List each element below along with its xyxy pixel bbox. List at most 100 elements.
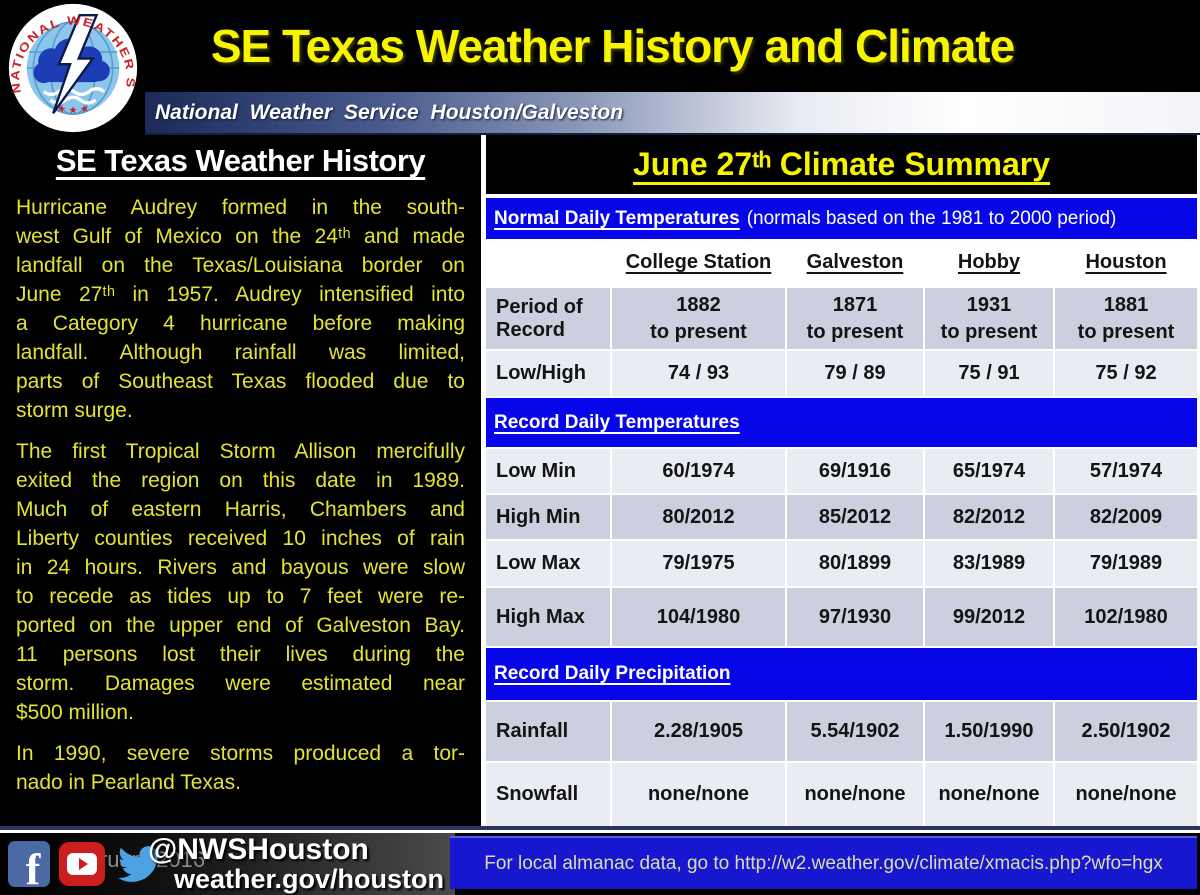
row-label-snowfall: Snowfall xyxy=(486,763,610,826)
text-line: a Category 4 hurricane before making xyxy=(16,312,465,335)
low-max-college-station: 79/1975 xyxy=(612,541,785,586)
row-label-low-high: Low/High xyxy=(486,351,610,396)
footer-divider xyxy=(0,826,1200,833)
row-label-high-max: High Max xyxy=(486,588,610,646)
low-high-houston: 75 / 92 xyxy=(1055,351,1197,396)
row-label-low-min: Low Min xyxy=(486,449,610,493)
header-right: SE Texas Weather History and Climate Nat… xyxy=(145,0,1200,135)
low-min-galveston: 69/1916 xyxy=(787,449,923,493)
subtitle-bar: National Weather Service Houston/Galvest… xyxy=(145,92,1200,135)
climate-table: College Station Galveston Hobby Houston … xyxy=(486,239,1197,826)
high-min-galveston: 85/2012 xyxy=(787,495,923,539)
rainfall-hobby: 1.50/1990 xyxy=(925,702,1053,761)
record-temps-section-title: Record Daily Temperatures xyxy=(494,411,740,433)
low-high-hobby: 75 / 91 xyxy=(925,351,1053,396)
content-area: SE Texas Weather History Hurricane Audre… xyxy=(0,135,1200,826)
divider xyxy=(486,194,1197,198)
high-max-galveston: 97/1930 xyxy=(787,588,923,646)
facebook-icon[interactable]: f xyxy=(8,841,50,887)
precip-section-header: Record Daily Precipitation xyxy=(486,648,1197,700)
column-header-galveston: Galveston xyxy=(787,239,923,286)
almanac-note-box: For local almanac data, go to http://w2.… xyxy=(450,836,1197,889)
period-college-station: 1882 to present xyxy=(612,288,785,349)
low-max-houston: 79/1989 xyxy=(1055,541,1197,586)
high-max-houston: 102/1980 xyxy=(1055,588,1197,646)
text-line: June 27ᵗʰ in 1957. Audrey intensified in… xyxy=(16,283,465,306)
low-max-galveston: 80/1899 xyxy=(787,541,923,586)
low-min-houston: 57/1974 xyxy=(1055,449,1197,493)
title-bar: SE Texas Weather History and Climate xyxy=(145,0,1200,92)
youtube-icon[interactable] xyxy=(59,842,105,886)
website-url: weather.gov/houston xyxy=(174,864,445,894)
column-header-college-station: College Station xyxy=(612,239,785,286)
row-label-low-max: Low Max xyxy=(486,541,610,586)
low-min-hobby: 65/1974 xyxy=(925,449,1053,493)
text-line: 11 persons lost their lives during the xyxy=(16,643,465,666)
precip-section-title: Record Daily Precipitation xyxy=(494,663,731,684)
text-line: landfall on the Texas/Louisiana border o… xyxy=(16,254,465,277)
high-min-houston: 82/2009 xyxy=(1055,495,1197,539)
history-paragraph-audrey: Hurricane Audrey formed in the south-wes… xyxy=(16,193,465,425)
snowfall-houston: none/none xyxy=(1055,763,1197,826)
footer-handles: @NWSHouston weather.gov/houston xyxy=(148,833,445,894)
text-line: Liberty counties received 10 inches of r… xyxy=(16,527,465,550)
period-hobby: 1931 to present xyxy=(925,288,1053,349)
row-label-high-min: High Min xyxy=(486,495,610,539)
text-line: to recede as tides up to 7 feet were re- xyxy=(16,585,465,608)
text-line: storm surge. xyxy=(16,399,133,422)
snowfall-galveston: none/none xyxy=(787,763,923,826)
period-houston: 1881 to present xyxy=(1055,288,1197,349)
text-line: The first Tropical Storm Allison mercifu… xyxy=(16,440,465,463)
twitter-icon[interactable] xyxy=(114,842,166,886)
text-line: west Gulf of Mexico on the 24ᵗʰ and made xyxy=(16,225,465,248)
column-header-spacer xyxy=(486,239,610,286)
high-max-hobby: 99/2012 xyxy=(925,588,1053,646)
low-high-galveston: 79 / 89 xyxy=(787,351,923,396)
text-line: Much of eastern Harris, Chambers and xyxy=(16,498,465,521)
climate-panel: June 27ᵗʰ Climate Summary Normal Daily T… xyxy=(486,135,1197,826)
low-min-college-station: 60/1974 xyxy=(612,449,785,493)
snowfall-college-station: none/none xyxy=(612,763,785,826)
history-heading: SE Texas Weather History xyxy=(55,143,426,178)
svg-text:★ ★ ★: ★ ★ ★ xyxy=(55,102,91,117)
history-panel: SE Texas Weather History Hurricane Audre… xyxy=(0,135,481,826)
footer-bar: February 2016 f @N xyxy=(0,833,1200,895)
history-paragraph-allison: The first Tropical Storm Allison mercifu… xyxy=(16,437,465,727)
column-header-hobby: Hobby xyxy=(925,239,1053,286)
rainfall-houston: 2.50/1902 xyxy=(1055,702,1197,761)
text-line: in 24 hours. Rivers and bayous were slow xyxy=(16,556,465,579)
text-line: $500 million. xyxy=(16,701,134,724)
climate-summary-title: June 27ᵗʰ Climate Summary xyxy=(632,146,1051,182)
high-max-college-station: 104/1980 xyxy=(612,588,785,646)
normals-section-header: Normal Daily Temperatures (normals based… xyxy=(486,198,1197,239)
text-line: nado in Pearland Texas. xyxy=(16,771,241,794)
svg-text:f: f xyxy=(26,845,42,887)
low-high-college-station: 74 / 93 xyxy=(612,351,785,396)
period-galveston: 1871 to present xyxy=(787,288,923,349)
almanac-note-text: For local almanac data, go to http://w2.… xyxy=(484,852,1163,874)
twitter-handle: @NWSHouston xyxy=(148,833,369,866)
nws-logo: NATIONAL WEATHER SERVICE ★ ★ ★ xyxy=(0,0,145,135)
normals-section-note: (normals based on the 1981 to 2000 perio… xyxy=(746,207,1117,229)
record-temps-section-header: Record Daily Temperatures xyxy=(486,398,1197,447)
page-title: SE Texas Weather History and Climate xyxy=(210,20,1015,72)
text-line: parts of Southeast Texas flooded due to xyxy=(16,370,465,393)
text-line: ported on the upper end of Galveston Bay… xyxy=(16,614,465,637)
text-line: storm. Damages were estimated near xyxy=(16,672,465,695)
row-label-rainfall: Rainfall xyxy=(486,702,610,761)
high-min-hobby: 82/2012 xyxy=(925,495,1053,539)
climate-title-block: June 27ᵗʰ Climate Summary xyxy=(486,135,1197,194)
rainfall-galveston: 5.54/1902 xyxy=(787,702,923,761)
nws-logo-icon: NATIONAL WEATHER SERVICE ★ ★ ★ xyxy=(7,2,137,132)
header-bar: NATIONAL WEATHER SERVICE ★ ★ ★ SE Texas … xyxy=(0,0,1200,135)
high-min-college-station: 80/2012 xyxy=(612,495,785,539)
rainfall-college-station: 2.28/1905 xyxy=(612,702,785,761)
low-max-hobby: 83/1989 xyxy=(925,541,1053,586)
text-line: exited the region on this date in 1989. xyxy=(16,469,465,492)
text-line: landfall. Although rainfall was limited, xyxy=(16,341,465,364)
column-header-houston: Houston xyxy=(1055,239,1197,286)
text-line: In 1990, severe storms produced a tor- xyxy=(16,742,465,765)
row-label-period-of-record: Period of Record xyxy=(486,288,610,349)
social-icons: f xyxy=(8,841,166,887)
